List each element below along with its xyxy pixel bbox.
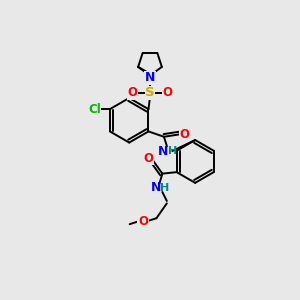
Text: O: O [138,215,148,228]
Text: S: S [145,86,155,99]
Text: O: O [179,128,190,141]
Text: H: H [168,146,177,156]
Text: Cl: Cl [88,103,101,116]
Text: O: O [163,86,173,99]
Text: N: N [145,71,155,84]
Text: N: N [151,182,161,194]
Text: O: O [127,86,137,99]
Text: H: H [160,183,170,193]
Text: N: N [158,145,169,158]
Text: O: O [143,152,153,165]
